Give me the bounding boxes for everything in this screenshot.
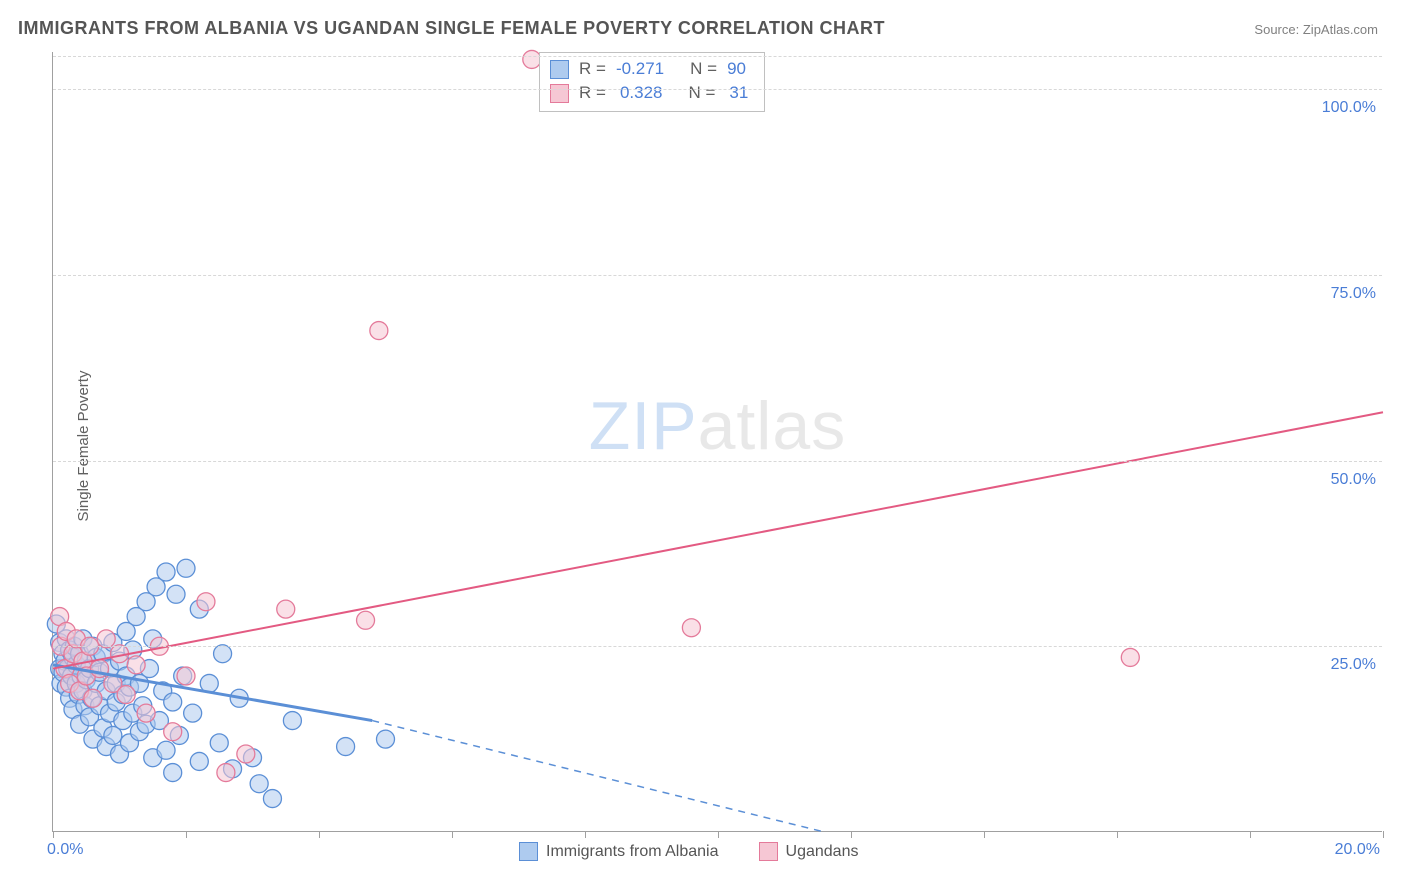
x-tick — [718, 831, 719, 838]
x-tick — [452, 831, 453, 838]
data-point — [184, 704, 202, 722]
gridline — [53, 646, 1382, 647]
data-point — [164, 723, 182, 741]
data-point — [277, 600, 295, 618]
data-point — [197, 593, 215, 611]
x-tick — [1250, 831, 1251, 838]
data-point — [357, 611, 375, 629]
x-tick — [1383, 831, 1384, 838]
x-tick — [319, 831, 320, 838]
y-tick-label: 75.0% — [1296, 285, 1376, 303]
stat-r-label: R = — [579, 57, 606, 81]
scatter-plot-area: ZIPatlas R = -0.271 N = 90 R = 0.328 N =… — [52, 52, 1382, 832]
plot-svg — [53, 52, 1383, 832]
regression-line-solid-2 — [53, 412, 1383, 668]
gridline — [53, 275, 1382, 276]
data-point — [190, 752, 208, 770]
stat-r-value-2: 0.328 — [620, 81, 663, 105]
source-prefix: Source: — [1254, 22, 1299, 37]
swatch-pink-icon — [550, 84, 569, 103]
data-point — [157, 741, 175, 759]
y-tick-label: 25.0% — [1296, 656, 1376, 674]
data-point — [157, 563, 175, 581]
x-tick — [53, 831, 54, 838]
swatch-blue-icon — [550, 60, 569, 79]
data-point — [164, 764, 182, 782]
gridline — [53, 89, 1382, 90]
source-credit: Source: ZipAtlas.com — [1254, 22, 1378, 37]
correlation-stats-box: R = -0.271 N = 90 R = 0.328 N = 31 — [539, 52, 765, 112]
x-tick — [585, 831, 586, 838]
x-axis-min-label: 0.0% — [47, 841, 83, 859]
stat-r-value-1: -0.271 — [616, 57, 664, 81]
x-tick — [186, 831, 187, 838]
stat-n-label: N = — [690, 57, 717, 81]
data-point — [97, 630, 115, 648]
data-point — [377, 730, 395, 748]
legend-label-2: Ugandans — [786, 843, 859, 861]
x-tick — [1117, 831, 1118, 838]
stat-n-value-1: 90 — [727, 57, 746, 81]
data-point — [127, 656, 145, 674]
x-axis-max-label: 20.0% — [1335, 841, 1380, 859]
stat-r-label-2: R = — [579, 81, 606, 105]
legend-item-1: Immigrants from Albania — [519, 842, 719, 861]
data-point — [1121, 648, 1139, 666]
stat-n-value-2: 31 — [729, 81, 748, 105]
data-point — [337, 738, 355, 756]
data-point — [283, 712, 301, 730]
gridline — [53, 461, 1382, 462]
stat-n-label-2: N = — [688, 81, 715, 105]
data-point — [177, 667, 195, 685]
data-point — [682, 619, 700, 637]
data-point — [263, 790, 281, 808]
data-point — [84, 689, 102, 707]
legend-item-2: Ugandans — [759, 842, 859, 861]
data-point — [167, 585, 185, 603]
data-point — [117, 686, 135, 704]
legend-label-1: Immigrants from Albania — [546, 843, 719, 861]
data-point — [137, 704, 155, 722]
legend-swatch-pink-icon — [759, 842, 778, 861]
x-tick — [851, 831, 852, 838]
legend-swatch-blue-icon — [519, 842, 538, 861]
data-point — [370, 322, 388, 340]
gridline — [53, 56, 1382, 57]
data-point — [210, 734, 228, 752]
data-point — [164, 693, 182, 711]
regression-line-dashed-1 — [372, 721, 824, 832]
stats-row-series1: R = -0.271 N = 90 — [550, 57, 748, 81]
source-name: ZipAtlas.com — [1303, 22, 1378, 37]
y-tick-label: 100.0% — [1296, 99, 1376, 117]
data-point — [217, 764, 235, 782]
data-point — [214, 645, 232, 663]
stats-row-series2: R = 0.328 N = 31 — [550, 81, 748, 105]
data-point — [177, 559, 195, 577]
legend: Immigrants from Albania Ugandans — [519, 842, 858, 861]
data-point — [237, 745, 255, 763]
data-point — [250, 775, 268, 793]
x-tick — [984, 831, 985, 838]
chart-title: IMMIGRANTS FROM ALBANIA VS UGANDAN SINGL… — [18, 18, 885, 39]
y-tick-label: 50.0% — [1296, 471, 1376, 489]
